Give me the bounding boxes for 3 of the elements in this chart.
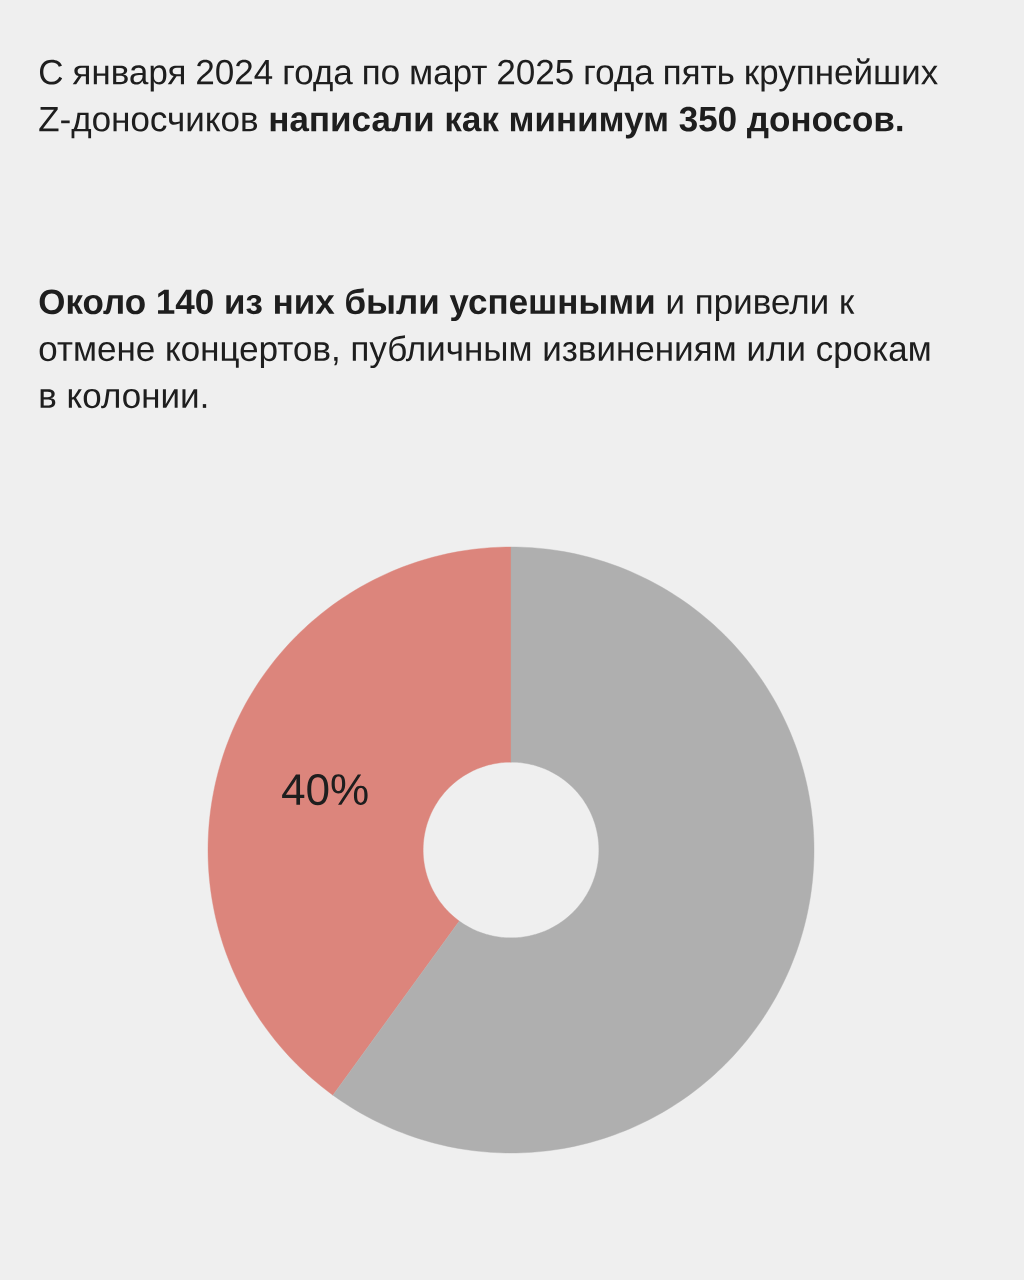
data-label: 40%	[282, 774, 368, 806]
chart-subtitle: Около 140 из них были успешными и привели к отмене концертов, публичным извинениям или срокам в колонии.	[39, 288, 930, 409]
chart-title: С января 2024 года по март 2025 года пять крупнейших Z-доносчиков написали как минимум 350 доносов.	[39, 58, 938, 139]
